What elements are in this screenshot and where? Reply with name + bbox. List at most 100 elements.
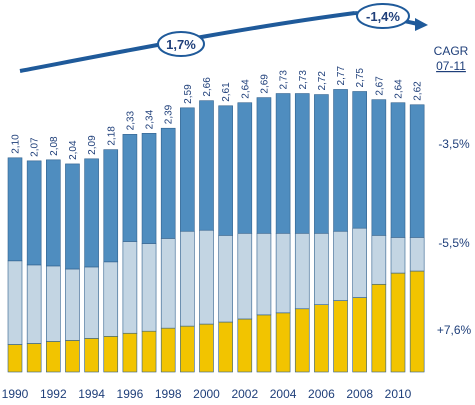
total-label-2009: 2,67 xyxy=(374,76,385,96)
total-label-2000: 2,66 xyxy=(202,77,213,97)
bar-2003-segment-1 xyxy=(256,232,272,316)
bar-2010-segment-1 xyxy=(390,237,406,274)
total-label-1993: 2,04 xyxy=(68,140,79,160)
bar-2004-segment-1 xyxy=(275,232,291,314)
bar-2007-segment-1 xyxy=(333,230,348,301)
bar-2011-segment-1 xyxy=(409,237,425,272)
total-label-2002: 2,64 xyxy=(240,79,251,99)
x-tick-2006: 2006 xyxy=(308,387,335,401)
x-tick-2000: 2000 xyxy=(193,387,220,401)
total-label-2005: 2,73 xyxy=(298,70,309,90)
bar-1990-segment-2 xyxy=(7,157,23,262)
x-axis-ticks: 1990 1992 1994 1996 1998 2000 2002 2004 2006 2008… xyxy=(2,387,412,401)
trend-label-1: 1,7% xyxy=(166,37,196,52)
bar-1992-segment-1 xyxy=(45,265,61,342)
bar-1991-segment-1 xyxy=(26,264,42,344)
bar-2003-segment-2 xyxy=(256,97,272,234)
total-label-1992: 2,08 xyxy=(49,136,60,156)
cagr-header-line1: CAGR xyxy=(434,44,469,58)
bar-2007-segment-2 xyxy=(333,89,348,232)
total-label-2011: 2,62 xyxy=(413,81,424,101)
total-label-1996: 2,33 xyxy=(125,110,136,130)
bar-2005-segment-0 xyxy=(294,308,310,373)
trend-label-2: -1,4% xyxy=(366,9,400,24)
trend-arrows: 1,7% -1,4% xyxy=(19,3,428,73)
total-label-1997: 2,34 xyxy=(145,109,156,129)
bar-2001-segment-0 xyxy=(218,321,233,373)
bar-1995-segment-1 xyxy=(103,261,119,337)
bar-1996-segment-1 xyxy=(122,241,138,334)
cagr-panel: CAGR 07-11 -3,5% -5,5% +7,6% xyxy=(434,44,472,337)
bar-1998-segment-2 xyxy=(160,127,176,239)
total-label-1990: 2,10 xyxy=(11,134,22,154)
x-tick-1998: 1998 xyxy=(155,387,182,401)
total-label-2006: 2,72 xyxy=(317,71,328,91)
trend-arrow-head xyxy=(415,18,428,31)
bar-2006-segment-0 xyxy=(314,304,329,373)
total-label-1995: 2,18 xyxy=(106,126,117,146)
bar-1992-segment-0 xyxy=(45,341,61,373)
bar-1993-segment-0 xyxy=(65,340,80,373)
bar-2000-segment-2 xyxy=(199,100,214,231)
bar-1999-segment-0 xyxy=(180,325,195,373)
trend-bubble-1 xyxy=(157,31,205,57)
cagr-label-bottom: +7,6% xyxy=(437,323,472,337)
bar-2003-segment-0 xyxy=(256,314,272,373)
bars-group xyxy=(7,89,425,373)
bar-2000-segment-0 xyxy=(199,323,214,373)
bar-2002-segment-0 xyxy=(237,318,253,373)
total-label-1998: 2,39 xyxy=(164,104,175,124)
bar-2001-segment-1 xyxy=(218,235,233,323)
total-label-1991: 2,07 xyxy=(30,137,41,157)
bar-2009-segment-1 xyxy=(371,235,387,285)
total-label-2004: 2,73 xyxy=(279,70,290,90)
bar-1999-segment-1 xyxy=(180,230,195,327)
bar-1994-segment-2 xyxy=(84,158,99,268)
x-tick-1992: 1992 xyxy=(40,387,67,401)
x-tick-2010: 2010 xyxy=(385,387,412,401)
cagr-label-top: -3,5% xyxy=(438,137,470,151)
bar-1996-segment-2 xyxy=(122,134,138,242)
bar-2009-segment-2 xyxy=(371,99,387,236)
bar-2010-segment-0 xyxy=(390,272,406,373)
bar-1993-segment-1 xyxy=(65,268,80,341)
bar-1990-segment-0 xyxy=(7,344,23,373)
x-tick-2002: 2002 xyxy=(231,387,258,401)
bar-1990-segment-1 xyxy=(7,260,23,345)
bar-1994-segment-0 xyxy=(84,338,99,373)
bar-1997-segment-0 xyxy=(141,330,157,373)
bar-1991-segment-0 xyxy=(26,343,42,373)
bar-1997-segment-1 xyxy=(141,243,157,332)
bar-1995-segment-2 xyxy=(103,149,119,263)
bar-2011-segment-0 xyxy=(409,270,425,373)
cagr-header-line2: 07-11 xyxy=(436,59,466,73)
total-label-1994: 2,09 xyxy=(87,135,98,155)
total-label-2003: 2,69 xyxy=(259,74,270,94)
x-tick-1994: 1994 xyxy=(78,387,105,401)
x-tick-2004: 2004 xyxy=(270,387,297,401)
x-tick-1990: 1990 xyxy=(2,387,29,401)
bar-2011-segment-2 xyxy=(409,104,425,238)
bar-2002-segment-1 xyxy=(237,232,253,320)
bar-1997-segment-2 xyxy=(141,133,157,244)
bar-1995-segment-0 xyxy=(103,335,119,373)
total-label-2008: 2,75 xyxy=(355,68,366,88)
total-labels-group: 2,10 2,07 2,08 2,04 2,09 2,18 2,33 2,34 2,39 2,59… xyxy=(11,66,424,160)
bar-2006-segment-1 xyxy=(314,232,329,305)
bar-2005-segment-2 xyxy=(294,93,310,234)
bar-1999-segment-2 xyxy=(180,107,195,232)
bar-2008-segment-2 xyxy=(352,91,368,229)
bar-2007-segment-0 xyxy=(333,300,348,373)
bar-2001-segment-2 xyxy=(218,105,233,236)
total-label-2001: 2,61 xyxy=(221,82,232,102)
bar-2008-segment-0 xyxy=(352,297,368,373)
bar-1994-segment-1 xyxy=(84,266,99,339)
bar-1991-segment-2 xyxy=(26,160,42,266)
x-tick-1996: 1996 xyxy=(117,387,144,401)
total-label-1999: 2,59 xyxy=(183,84,194,104)
bar-1992-segment-2 xyxy=(45,159,61,267)
total-label-2010: 2,64 xyxy=(394,79,405,99)
bar-2008-segment-1 xyxy=(352,227,368,298)
bar-1996-segment-0 xyxy=(122,332,138,373)
bar-2002-segment-2 xyxy=(237,102,253,234)
